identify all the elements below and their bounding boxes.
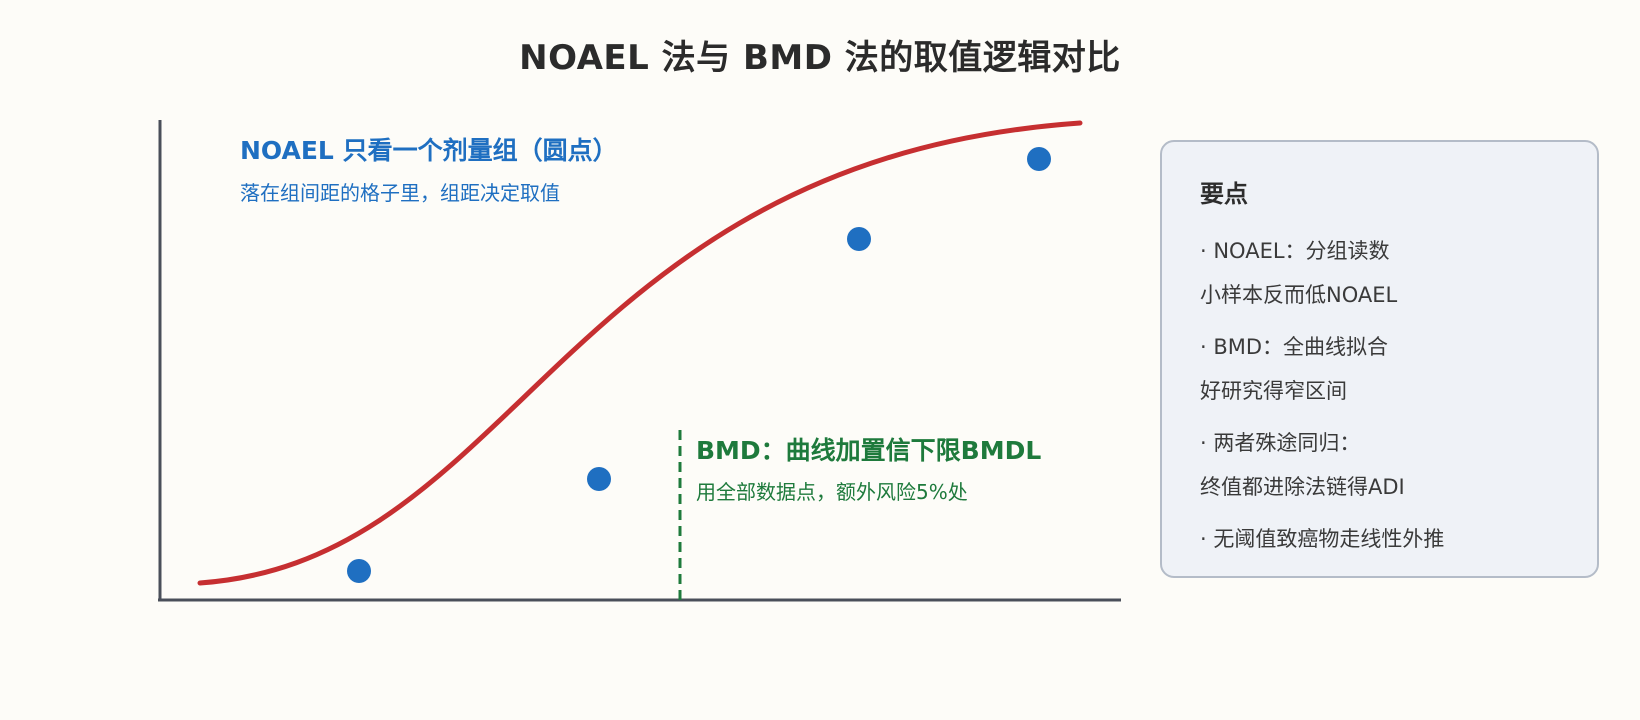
key-point-line: · 两者殊途同归： — [1200, 431, 1361, 455]
key-point-line: · BMD：全曲线拟合 — [1200, 335, 1389, 359]
noael-note-title: NOAEL 只看一个剂量组（圆点） — [240, 136, 618, 165]
dose-group-point — [587, 467, 611, 491]
key-point: · BMD：全曲线拟合 好研究得窄区间 — [1200, 325, 1559, 413]
bmd-note-subtitle: 用全部数据点，额外风险5%处 — [696, 480, 968, 504]
dose-response-diagram: NOAEL 只看一个剂量组（圆点） 落在组间距的格子里，组距决定取值 BMD：曲… — [158, 120, 1121, 602]
key-point-line: · 无阈值致癌物走线性外推 — [1200, 527, 1445, 551]
bmd-note-title: BMD：曲线加置信下限BMDL — [696, 436, 1041, 465]
page-title: NOAEL 法与 BMD 法的取值逻辑对比 — [519, 38, 1121, 78]
key-points-panel: 要点 · NOAEL：分组读数 小样本反而低NOAEL · BMD：全曲线拟合 … — [1160, 140, 1599, 578]
key-point-line: 终值都进除法链得ADI — [1200, 475, 1405, 499]
dose-group-point — [347, 559, 371, 583]
dose-group-point — [1027, 147, 1051, 171]
dose-group-point — [847, 227, 871, 251]
key-point: · NOAEL：分组读数 小样本反而低NOAEL — [1200, 229, 1559, 317]
panel-heading: 要点 — [1200, 180, 1248, 208]
key-point-line: 好研究得窄区间 — [1200, 379, 1347, 403]
dose-response-curve — [197, 120, 1083, 586]
key-point-line: · NOAEL：分组读数 — [1200, 239, 1390, 263]
key-point-line: 小样本反而低NOAEL — [1200, 283, 1398, 307]
key-point: · 无阈值致癌物走线性外推 — [1200, 517, 1559, 561]
noael-note-subtitle: 落在组间距的格子里，组距决定取值 — [240, 181, 560, 205]
key-point: · 两者殊途同归： 终值都进除法链得ADI — [1200, 421, 1559, 509]
